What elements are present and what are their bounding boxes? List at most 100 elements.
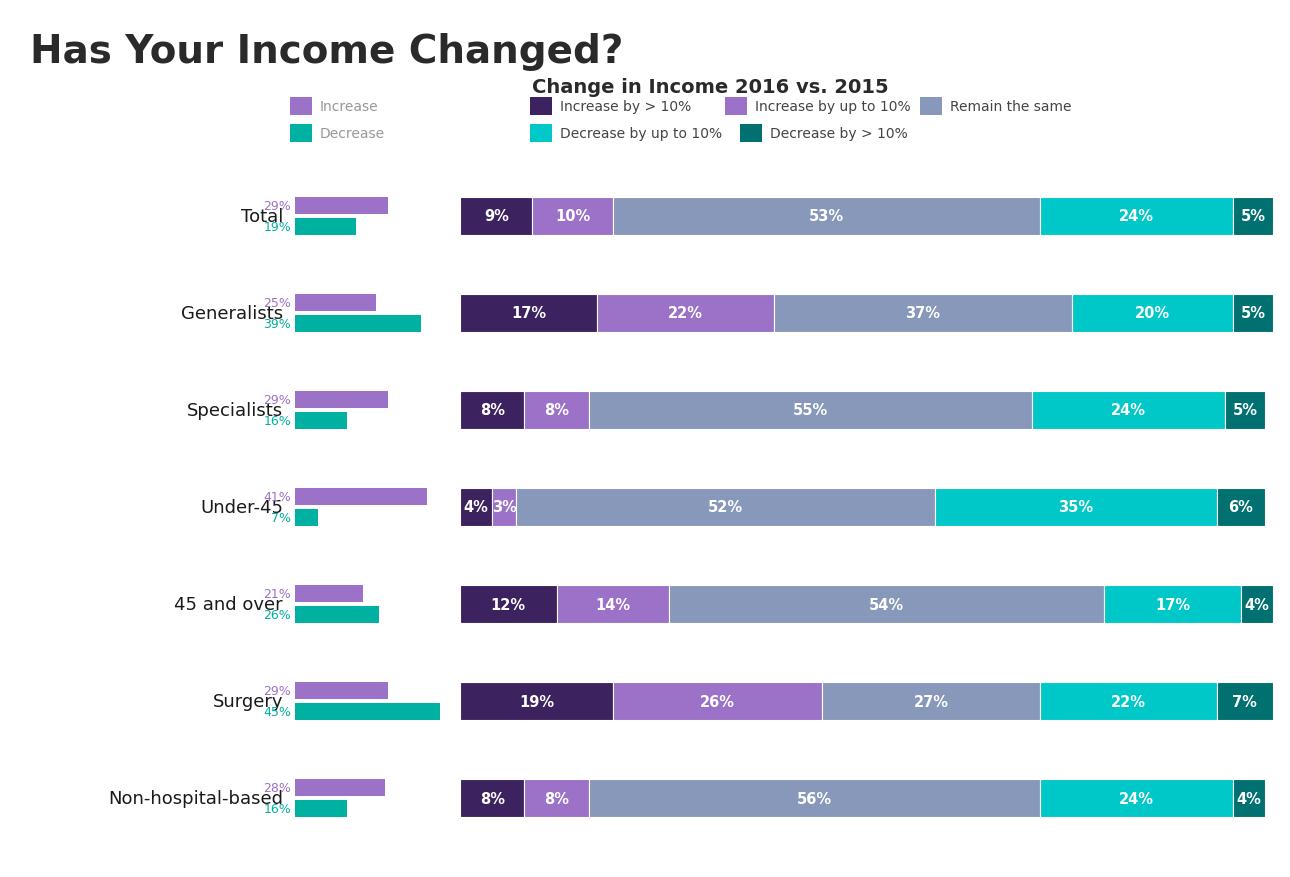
Bar — [295, 391, 388, 409]
Bar — [461, 295, 597, 332]
Text: 4%: 4% — [463, 500, 489, 515]
Text: 8%: 8% — [544, 403, 569, 417]
Bar — [525, 780, 588, 817]
Text: 16%: 16% — [263, 415, 292, 427]
Bar — [1224, 391, 1265, 430]
Text: Non-hospital-based: Non-hospital-based — [108, 789, 283, 808]
Text: 29%: 29% — [263, 199, 292, 212]
Bar — [1104, 586, 1241, 624]
Bar — [822, 682, 1040, 721]
Text: 26%: 26% — [263, 609, 292, 622]
Bar — [461, 586, 556, 624]
Bar — [1216, 682, 1273, 721]
Text: 17%: 17% — [1155, 597, 1189, 612]
Bar — [935, 488, 1216, 526]
Text: 22%: 22% — [1111, 694, 1146, 709]
Bar — [588, 391, 1032, 430]
Bar — [725, 98, 747, 116]
Text: 52%: 52% — [708, 500, 743, 515]
Text: Generalists: Generalists — [181, 304, 283, 323]
Text: 24%: 24% — [1118, 791, 1153, 806]
Text: Surgery: Surgery — [213, 693, 283, 710]
Text: 37%: 37% — [906, 306, 940, 321]
Bar — [613, 682, 822, 721]
Bar — [1233, 197, 1273, 235]
Text: 5%: 5% — [1232, 403, 1258, 417]
Text: 19%: 19% — [519, 694, 553, 709]
Bar — [461, 488, 493, 526]
Text: Increase by up to 10%: Increase by up to 10% — [755, 100, 911, 114]
Text: 54%: 54% — [869, 597, 904, 612]
Bar — [295, 295, 375, 311]
Bar — [670, 586, 1104, 624]
Bar — [613, 197, 1040, 235]
Text: 10%: 10% — [555, 209, 591, 224]
Text: Under-45: Under-45 — [200, 498, 283, 517]
Bar — [920, 98, 942, 116]
Text: 3%: 3% — [491, 500, 517, 515]
Text: 16%: 16% — [263, 802, 292, 816]
Bar — [1233, 780, 1265, 817]
Bar — [295, 197, 388, 214]
Bar — [740, 125, 762, 143]
Text: 22%: 22% — [668, 306, 703, 321]
Bar — [295, 682, 388, 700]
Text: 55%: 55% — [792, 403, 828, 417]
Bar — [295, 218, 356, 235]
Bar — [295, 801, 347, 817]
Bar — [533, 197, 613, 235]
Bar — [295, 412, 347, 430]
Text: 4%: 4% — [1236, 791, 1262, 806]
Text: 45%: 45% — [263, 705, 292, 718]
Text: Decrease by > 10%: Decrease by > 10% — [770, 127, 908, 141]
Text: 6%: 6% — [1228, 500, 1254, 515]
Bar — [461, 780, 525, 817]
Bar — [295, 780, 386, 796]
Bar — [295, 488, 427, 505]
Text: Change in Income 2016 vs. 2015: Change in Income 2016 vs. 2015 — [531, 78, 889, 96]
Bar — [290, 98, 312, 116]
Text: 7%: 7% — [271, 511, 292, 524]
Text: 26%: 26% — [700, 694, 735, 709]
Text: Decrease: Decrease — [320, 127, 386, 141]
Text: Total: Total — [241, 207, 283, 225]
Bar — [1233, 295, 1273, 332]
Bar — [1032, 391, 1224, 430]
Bar — [461, 391, 525, 430]
Bar — [295, 607, 379, 624]
Bar — [1040, 682, 1216, 721]
Bar — [525, 391, 588, 430]
Bar — [295, 703, 440, 721]
Bar — [1040, 780, 1233, 817]
Text: 8%: 8% — [480, 403, 504, 417]
Bar — [290, 125, 312, 143]
Text: 9%: 9% — [484, 209, 508, 224]
Text: 5%: 5% — [1241, 306, 1265, 321]
Text: 21%: 21% — [263, 588, 292, 601]
Bar — [774, 295, 1072, 332]
Text: 39%: 39% — [263, 317, 292, 331]
Text: 27%: 27% — [913, 694, 948, 709]
Text: 24%: 24% — [1118, 209, 1153, 224]
Bar — [516, 488, 935, 526]
Text: 7%: 7% — [1232, 694, 1258, 709]
Text: Remain the same: Remain the same — [949, 100, 1072, 114]
Bar — [597, 295, 774, 332]
Text: 45 and over: 45 and over — [174, 595, 283, 613]
Bar — [1216, 488, 1265, 526]
Text: 8%: 8% — [480, 791, 504, 806]
Bar — [1072, 295, 1233, 332]
Bar — [295, 316, 421, 332]
Text: 41%: 41% — [263, 490, 292, 503]
Text: Specialists: Specialists — [187, 402, 283, 419]
Text: 53%: 53% — [809, 209, 844, 224]
Text: 28%: 28% — [263, 781, 292, 795]
Text: 25%: 25% — [263, 296, 292, 310]
Text: Increase: Increase — [320, 100, 379, 114]
Bar — [461, 682, 613, 721]
Text: 19%: 19% — [263, 220, 292, 233]
Text: 4%: 4% — [1245, 597, 1269, 612]
Bar — [556, 586, 670, 624]
Bar — [493, 488, 516, 526]
Text: 12%: 12% — [490, 597, 526, 612]
